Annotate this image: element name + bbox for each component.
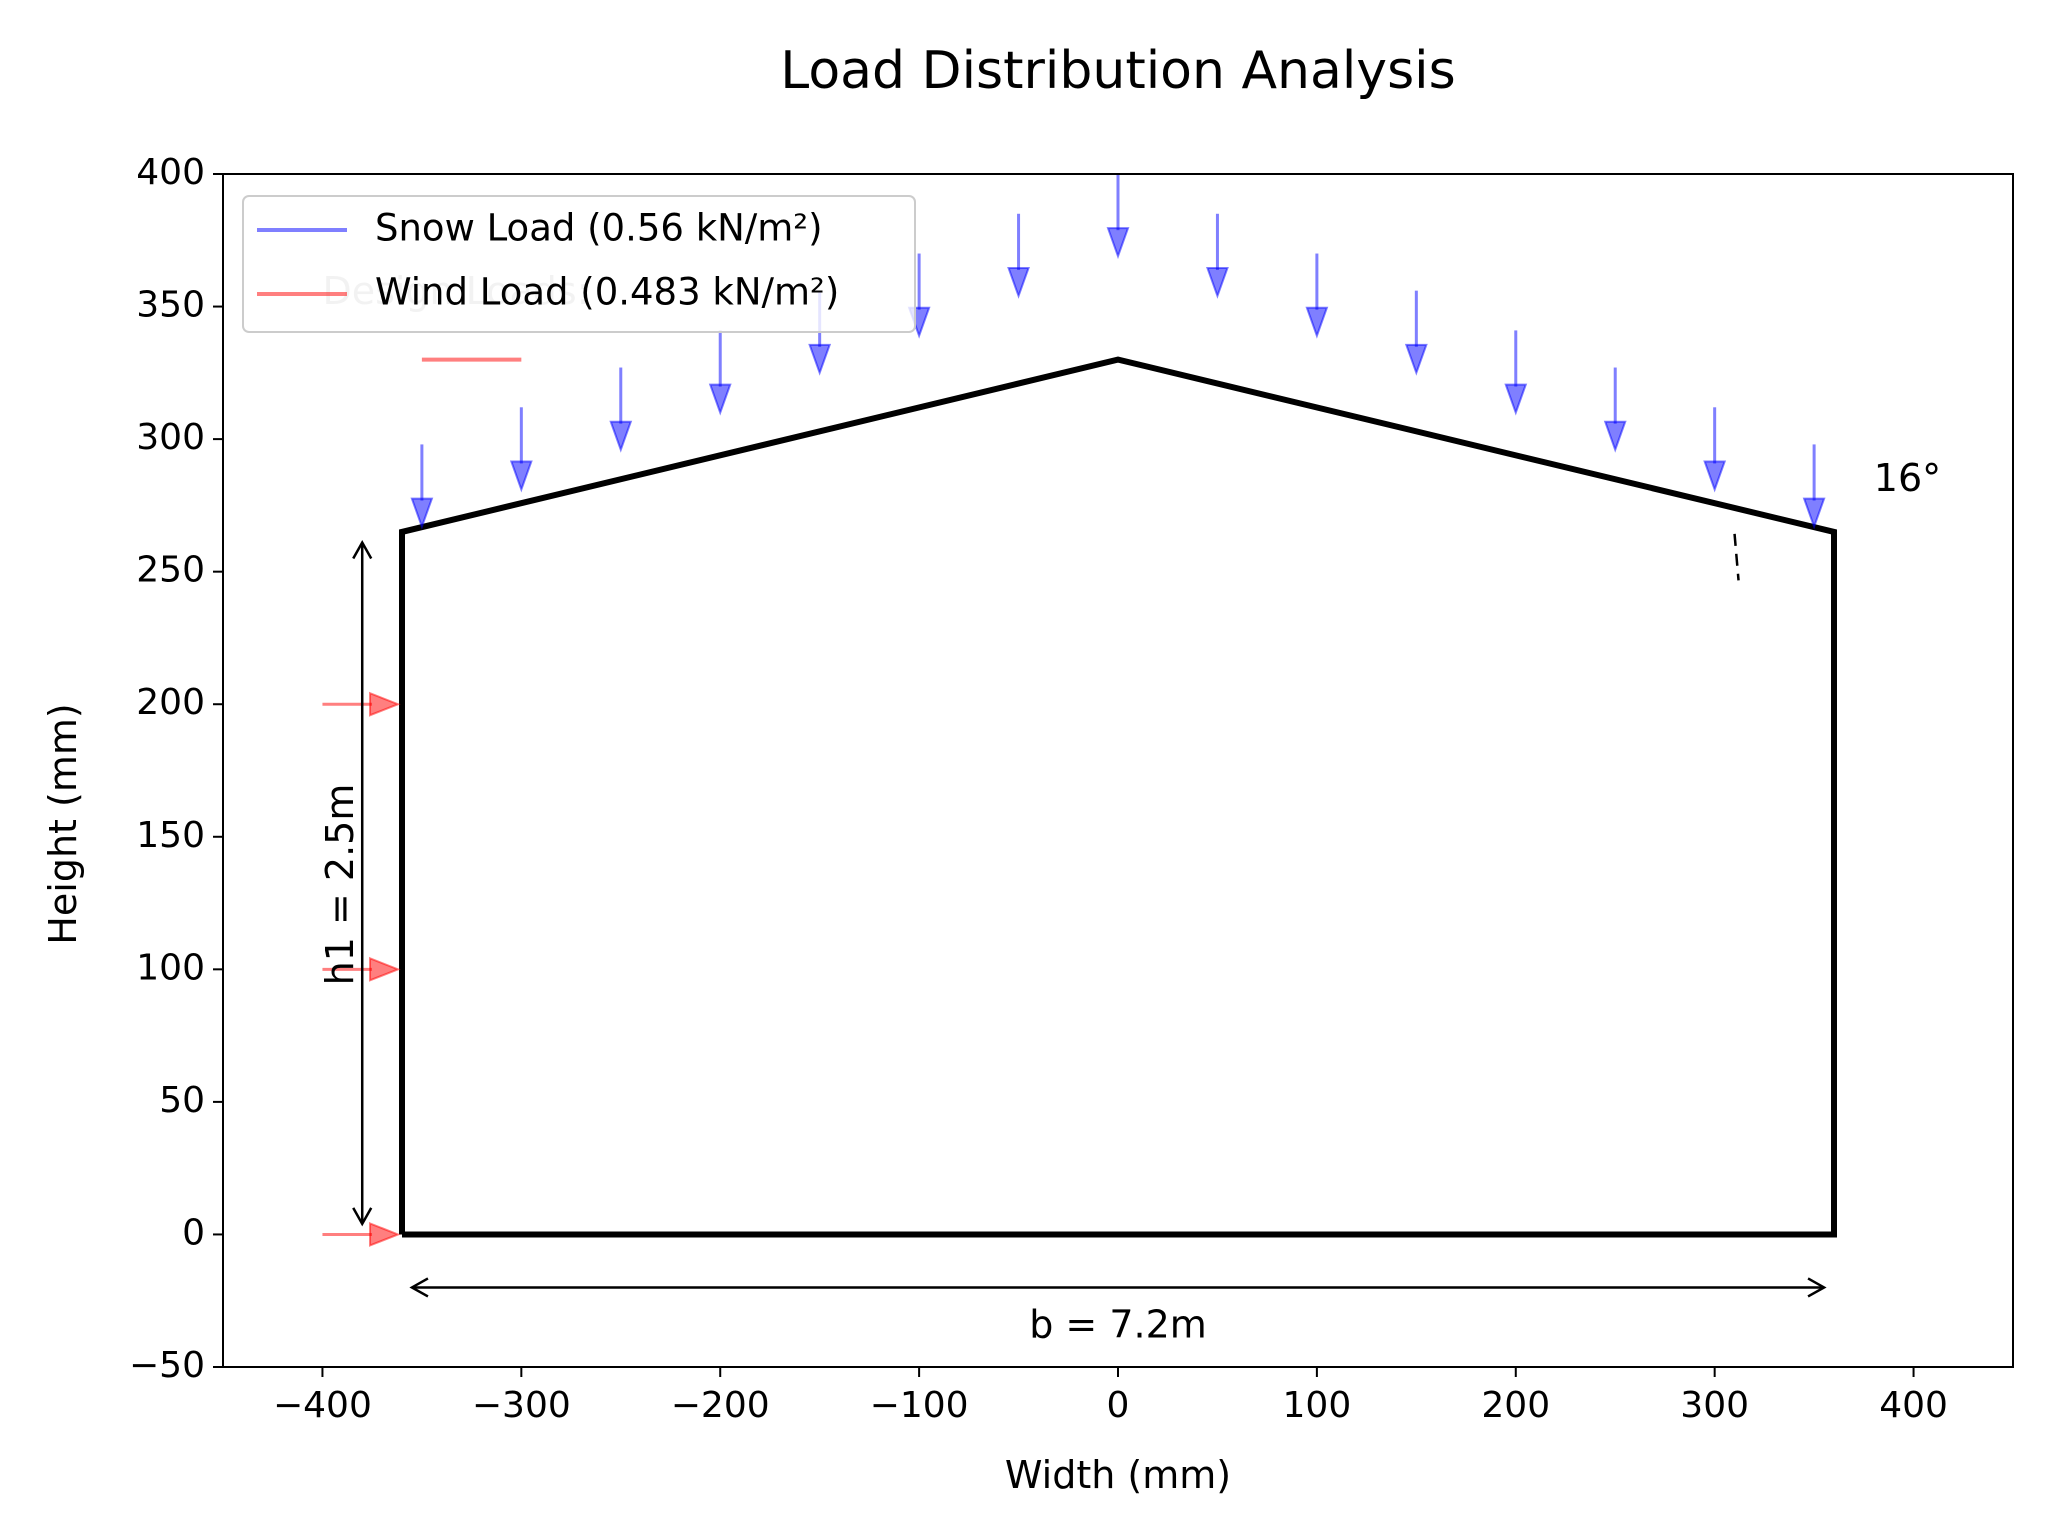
height-dimension-arrowhead-top: [352, 539, 373, 560]
roof-angle-label: 16°: [1874, 456, 1941, 500]
wind-arrow-0: [322, 1221, 401, 1247]
wind-arrow-2: [322, 691, 401, 717]
y-tick-label: 0: [182, 1212, 205, 1253]
wind-arrow-head: [369, 1221, 401, 1247]
snow-arrow-6: [1007, 213, 1030, 299]
legend-entry-label: Wind Load (0.483 kN/m²): [375, 271, 839, 314]
snow-arrow-head: [808, 343, 832, 376]
x-tick-label: −100: [870, 1385, 969, 1426]
snow-arrow-head: [1206, 266, 1229, 299]
width-dimension-label: b = 7.2m: [1029, 1303, 1207, 1347]
snow-arrow-head: [509, 460, 533, 493]
width-dimension-arrowhead-right: [1807, 1277, 1827, 1298]
snow-arrow-14: [1802, 444, 1826, 530]
wind-arrow-head: [369, 691, 401, 717]
y-tick-label: 50: [159, 1080, 205, 1121]
x-tick-label: 400: [1879, 1385, 1948, 1426]
x-axis-label: Width (mm): [1005, 1453, 1231, 1497]
width-dimension-arrowhead-left: [409, 1277, 429, 1298]
snow-arrow-head: [1305, 306, 1329, 339]
y-tick-label: 400: [136, 152, 205, 193]
snow-arrow-8: [1206, 213, 1229, 299]
y-tick-label: 200: [136, 682, 205, 723]
x-tick-label: −300: [472, 1385, 571, 1426]
y-tick-label: 150: [136, 815, 205, 856]
snow-arrow-head: [1404, 343, 1428, 376]
y-tick-label: 100: [136, 947, 205, 988]
snow-arrow-head: [609, 420, 633, 453]
snow-arrow-1: [509, 407, 533, 493]
x-tick-label: 100: [1283, 1385, 1352, 1426]
snow-arrow-10: [1404, 290, 1428, 376]
snow-arrow-head: [410, 497, 434, 530]
snow-arrow-13: [1703, 407, 1727, 493]
roof-angle-marker: [1733, 533, 1740, 581]
x-tick-label: 0: [1107, 1385, 1130, 1426]
wind-arrow-head: [369, 956, 401, 982]
snow-arrow-7: [1106, 174, 1130, 260]
snow-arrow-head: [708, 383, 732, 416]
height-dimension-arrowhead-bottom: [352, 1207, 373, 1227]
snow-arrow-3: [708, 330, 732, 416]
snow-arrow-9: [1305, 253, 1329, 339]
chart-title: Load Distribution Analysis: [780, 41, 1455, 101]
x-tick-label: −200: [671, 1385, 770, 1426]
structure-outline: [399, 356, 1837, 1238]
wind-arrow-1: [322, 956, 401, 982]
snow-arrow-head: [1504, 383, 1528, 416]
y-tick-label: −50: [129, 1345, 205, 1386]
legend: Snow Load (0.56 kN/m²) Wind Load (0.483 k…: [242, 195, 916, 333]
y-axis-label: Height (mm): [41, 703, 85, 944]
snow-arrow-2: [609, 367, 633, 453]
snow-arrow-0: [410, 444, 434, 530]
y-tick-label: 300: [136, 417, 205, 458]
y-tick-label: 250: [136, 550, 205, 591]
x-tick-label: 200: [1481, 1385, 1550, 1426]
snow-arrow-head: [1802, 497, 1826, 530]
snow-arrow-11: [1504, 330, 1528, 416]
legend-box: [242, 195, 916, 333]
x-tick-label: 300: [1680, 1385, 1749, 1426]
height-dimension-label: h1 = 2.5m: [318, 784, 362, 986]
snow-arrow-head: [1603, 420, 1627, 453]
snow-arrow-head: [1106, 227, 1130, 260]
y-tick-label: 350: [136, 285, 205, 326]
axes: 16° −400 −300 −200 −100 0 100 200 300 400 −50 0 50 10…: [129, 152, 2014, 1426]
x-tick-label: −400: [273, 1385, 372, 1426]
legend-entry-label: Snow Load (0.56 kN/m²): [375, 207, 823, 250]
snow-arrow-12: [1603, 367, 1627, 453]
snow-arrow-head: [1007, 266, 1030, 299]
snow-arrow-head: [1703, 460, 1727, 493]
